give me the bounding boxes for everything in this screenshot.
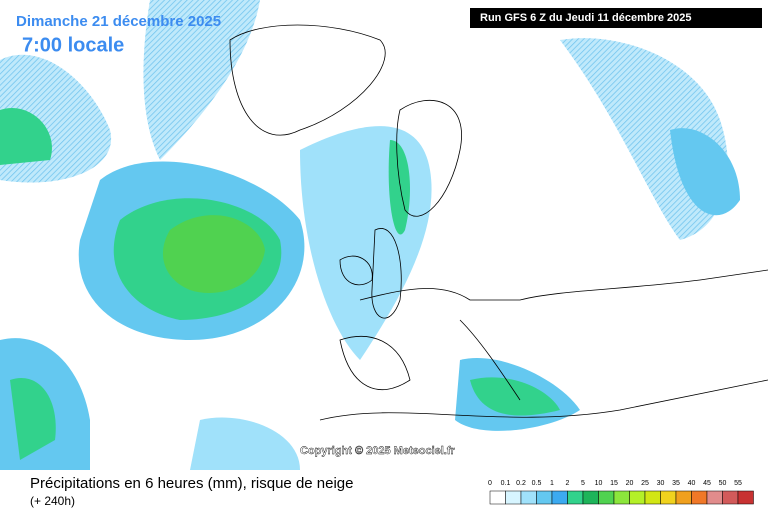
precip-area xyxy=(0,108,52,165)
legend-swatch xyxy=(644,490,661,505)
legend-label: 1 xyxy=(550,480,554,487)
legend-label: 45 xyxy=(703,480,711,487)
legend-label: 10 xyxy=(595,480,603,487)
precipitation-fields xyxy=(0,0,740,470)
legend-swatch xyxy=(691,490,708,505)
legend-label: 35 xyxy=(672,480,680,487)
legend-label: 40 xyxy=(688,480,696,487)
legend-swatch xyxy=(551,490,568,505)
precip-area xyxy=(10,378,56,460)
legend-swatch xyxy=(722,490,739,505)
legend-swatch xyxy=(675,490,692,505)
coastline xyxy=(396,99,462,217)
precip-area xyxy=(670,128,740,216)
legend-label: 50 xyxy=(719,480,727,487)
legend-swatch xyxy=(613,490,630,505)
legend-label: 30 xyxy=(657,480,665,487)
precip-area xyxy=(470,377,560,416)
lead-time: (+ 240h) xyxy=(30,494,75,508)
precip-area xyxy=(162,215,265,294)
legend: 0 0.1 0.2 0.5 1 2 5 10 15 20 25 30 35 40 45 50 55 xyxy=(488,480,754,505)
legend-label: 15 xyxy=(610,480,618,487)
coastline xyxy=(459,319,521,401)
legend-swatch xyxy=(660,490,677,505)
legend-swatch xyxy=(505,490,522,505)
precip-area xyxy=(190,417,300,470)
footer-title: Précipitations en 6 heures (mm), risque … xyxy=(30,475,354,492)
copyright: Copyright © 2025 Meteociel.fr xyxy=(300,445,456,457)
legend-label: 20 xyxy=(626,480,634,487)
coastline xyxy=(319,379,768,421)
legend-label: 2 xyxy=(566,480,570,487)
legend-label: 55 xyxy=(734,480,742,487)
precip-area xyxy=(143,0,260,160)
forecast-time: 7:00 locale xyxy=(22,34,124,56)
legend-label: 0.1 xyxy=(501,480,511,487)
legend-swatch xyxy=(737,490,754,505)
coastline xyxy=(229,24,386,136)
legend-label: 0.5 xyxy=(532,480,542,487)
legend-label: 0 xyxy=(488,480,492,487)
legend-swatch xyxy=(536,490,553,505)
legend-label: 5 xyxy=(581,480,585,487)
run-banner xyxy=(470,8,762,28)
run-info: Run GFS 6 Z du Jeudi 11 décembre 2025 xyxy=(480,12,692,24)
coastline xyxy=(339,336,411,390)
legend-label: 0.2 xyxy=(516,480,526,487)
coastline xyxy=(339,255,373,286)
legend-swatch xyxy=(567,490,584,505)
legend-swatch xyxy=(598,490,615,505)
legend-swatch xyxy=(706,490,723,505)
legend-swatch xyxy=(489,490,506,505)
legend-swatch xyxy=(582,490,599,505)
coastlines xyxy=(229,24,768,421)
forecast-date: Dimanche 21 décembre 2025 xyxy=(16,13,221,30)
coastline xyxy=(371,228,402,319)
legend-label: 25 xyxy=(641,480,649,487)
legend-swatch xyxy=(520,490,537,505)
precip-area xyxy=(388,140,410,235)
coastline xyxy=(359,269,768,301)
legend-swatch xyxy=(629,490,646,505)
